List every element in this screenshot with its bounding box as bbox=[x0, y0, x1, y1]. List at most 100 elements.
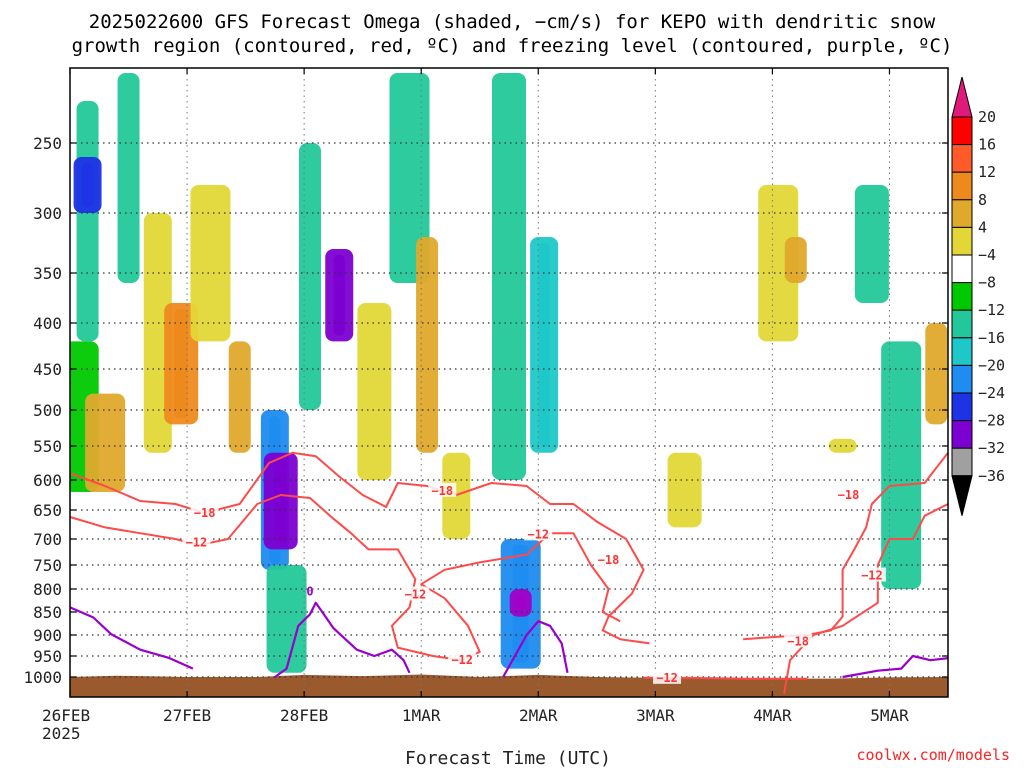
contours: −18 −12 −18 −12 −12 −18 −12 −12 −18 −18 −12 0 bbox=[69, 451, 949, 694]
colorbar-swatch bbox=[951, 254, 973, 284]
omega-cell bbox=[389, 73, 430, 283]
omega-cell bbox=[416, 237, 439, 453]
y-tick-label: 650 bbox=[33, 501, 62, 520]
colorbar-tick-label: −32 bbox=[978, 439, 1005, 457]
dgz-contour-label: −12 bbox=[405, 588, 427, 602]
contour-label-bg bbox=[784, 633, 813, 648]
freezing-level-contour bbox=[69, 606, 194, 670]
omega-cell bbox=[357, 303, 392, 480]
freezing-level-contour bbox=[502, 620, 569, 678]
contour-label-bg bbox=[401, 586, 430, 601]
omega-cell-core bbox=[81, 163, 94, 207]
contour-label-bg bbox=[448, 652, 477, 667]
y-tick-label: 350 bbox=[33, 264, 62, 283]
colorbar-tick-label: −16 bbox=[978, 329, 1005, 347]
colorbar-swatch bbox=[951, 199, 973, 228]
contour-label-bg bbox=[653, 669, 682, 684]
freezing-contour-label: 0 bbox=[306, 584, 313, 598]
colorbar-swatch bbox=[951, 282, 973, 311]
colorbar-tick-label: −8 bbox=[978, 274, 996, 292]
y-tick-label: 300 bbox=[33, 204, 62, 223]
dgz-contour-label: −18 bbox=[431, 484, 453, 498]
contour-label-bg bbox=[857, 567, 886, 582]
y-tick-label: 800 bbox=[33, 580, 62, 599]
x-tick-label: 27FEB bbox=[163, 706, 211, 725]
omega-cell bbox=[854, 185, 889, 303]
contour-label-bg bbox=[182, 534, 211, 549]
contour-label-bg bbox=[190, 504, 219, 519]
y-tick-label: 750 bbox=[33, 556, 62, 575]
dgz-contour-label: −12 bbox=[451, 653, 473, 667]
colorbar-swatch bbox=[951, 171, 973, 201]
omega-cell-core bbox=[174, 309, 189, 419]
omega-cell-core bbox=[516, 595, 526, 611]
y-tick-label: 1000 bbox=[23, 668, 62, 687]
colorbar-swatch bbox=[951, 447, 973, 477]
colorbar: 20 16 12 8 4 −4 −8 −12 −16 −20 −24 −28 −32 −36 bbox=[951, 76, 1005, 516]
omega-cell bbox=[228, 341, 251, 453]
colorbar-tick-label: −20 bbox=[978, 356, 1005, 374]
x-tick-label: 5MAR bbox=[870, 706, 909, 725]
x-tick-label: 4MAR bbox=[753, 706, 792, 725]
omega-cell bbox=[784, 237, 807, 283]
colorbar-tick-label: −4 bbox=[978, 246, 996, 264]
x-tick-label: 26FEB bbox=[42, 706, 90, 725]
y-tick-label: 500 bbox=[33, 401, 62, 420]
omega-cell bbox=[828, 438, 857, 453]
y-tick-label: 450 bbox=[33, 360, 62, 379]
freezing-level-contour bbox=[274, 601, 411, 678]
y-tick-label: 600 bbox=[33, 471, 62, 490]
y-tick-label: 400 bbox=[33, 314, 62, 333]
y-tick-label: 950 bbox=[33, 647, 62, 666]
colorbar-swatch bbox=[951, 226, 973, 256]
omega-cell bbox=[881, 341, 922, 589]
omega-cell bbox=[758, 185, 799, 342]
omega-shading bbox=[70, 73, 948, 697]
axes: 250 300 350 400 450 500 550 600 650 700 750 800 850 9… bbox=[23, 67, 949, 743]
freezing-level-contour bbox=[842, 654, 949, 679]
contour-label-bg bbox=[524, 526, 553, 541]
colorbar-tick-label: −36 bbox=[978, 467, 1005, 485]
x-tick-label: 2MAR bbox=[519, 706, 558, 725]
colorbar-swatch bbox=[951, 420, 973, 449]
omega-cell bbox=[667, 452, 702, 528]
dgz-contour bbox=[783, 503, 949, 694]
chart-title-line2: growth region (contoured, red, ºC) and f… bbox=[72, 35, 953, 57]
colorbar-tick-label: −28 bbox=[978, 412, 1005, 430]
x-tick-sublabel: 2025 bbox=[42, 724, 81, 743]
x-tick-label: 1MAR bbox=[402, 706, 441, 725]
y-tick-label: 550 bbox=[33, 437, 62, 456]
omega-cell bbox=[85, 393, 126, 492]
omega-cell bbox=[190, 185, 231, 342]
contour-label-bg bbox=[594, 551, 623, 566]
contour-label-bg bbox=[834, 487, 863, 501]
colorbar-tick-label: 20 bbox=[978, 108, 996, 126]
omega-cell-core bbox=[538, 243, 550, 447]
omega-cell bbox=[298, 143, 321, 410]
y-tick-label: 850 bbox=[33, 603, 62, 622]
chart-title-line1: 2025022600 GFS Forecast Omega (shaded, −… bbox=[89, 11, 936, 33]
x-tick-label: 3MAR bbox=[636, 706, 675, 725]
colorbar-swatch bbox=[951, 392, 973, 422]
omega-cell bbox=[492, 73, 526, 480]
dgz-contour-label: −12 bbox=[527, 527, 549, 541]
dgz-contour-label: −18 bbox=[838, 488, 860, 502]
dgz-contour-label: −18 bbox=[194, 506, 216, 520]
colorbar-bottom-arrow bbox=[951, 475, 973, 516]
colorbar-tick-label: 8 bbox=[978, 191, 987, 209]
surface-terrain bbox=[70, 674, 948, 697]
omega-cell bbox=[266, 565, 307, 673]
plot-frame bbox=[69, 67, 949, 698]
x-tick-label: 28FEB bbox=[280, 706, 328, 725]
colorbar-swatch bbox=[951, 337, 973, 366]
omega-cell-core bbox=[273, 458, 288, 544]
colorbar-swatch bbox=[951, 144, 973, 173]
y-tick-label: 250 bbox=[33, 134, 62, 153]
colorbar-tick-label: −12 bbox=[978, 301, 1005, 319]
x-axis-label: Forecast Time (UTC) bbox=[405, 748, 611, 768]
omega-cell bbox=[117, 73, 140, 283]
colorbar-swatch bbox=[951, 309, 973, 339]
omega-cell-core bbox=[333, 255, 345, 336]
contour-label-bg bbox=[428, 482, 457, 497]
